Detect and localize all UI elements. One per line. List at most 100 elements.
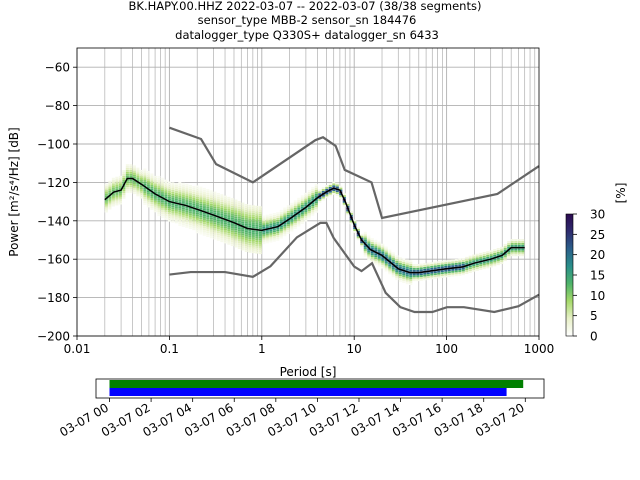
heatmap-cell bbox=[391, 275, 395, 278]
heatmap-cell bbox=[132, 169, 136, 172]
heatmap-cell bbox=[311, 188, 315, 191]
heatmap-cell bbox=[276, 219, 280, 222]
heatmap-cell bbox=[447, 269, 451, 272]
heatmap-cell bbox=[216, 204, 220, 207]
heatmap-cell bbox=[174, 204, 178, 207]
heatmap-cell bbox=[304, 208, 308, 211]
heatmap-cell bbox=[115, 178, 119, 181]
heatmap-cell bbox=[402, 267, 406, 270]
heatmap-cell bbox=[223, 230, 227, 232]
heatmap-cell bbox=[251, 245, 255, 248]
heatmap-cell bbox=[419, 278, 423, 281]
heatmap-cell bbox=[153, 195, 157, 197]
plot-frame bbox=[76, 47, 540, 337]
heatmap-cell bbox=[234, 201, 238, 204]
heatmap-cell bbox=[199, 200, 203, 202]
heatmap-cell bbox=[479, 262, 483, 265]
x-tick-label: 1 bbox=[258, 342, 266, 356]
heatmap-cell bbox=[181, 225, 185, 227]
heatmap-cell bbox=[178, 185, 182, 188]
heatmap-cell bbox=[265, 230, 269, 232]
heatmap-cell bbox=[171, 207, 175, 210]
heatmap-cell bbox=[468, 267, 472, 270]
heatmap-cell bbox=[234, 245, 238, 248]
heatmap-cell bbox=[223, 203, 227, 206]
heatmap-cell bbox=[255, 240, 259, 243]
heatmap-cell bbox=[405, 276, 409, 279]
heatmap-cell bbox=[167, 196, 171, 199]
heatmap-cell bbox=[160, 181, 164, 184]
heatmap-cell bbox=[108, 203, 112, 206]
heatmap-cell bbox=[171, 213, 175, 215]
heatmap-cell bbox=[262, 242, 266, 245]
heatmap-cell bbox=[223, 222, 227, 225]
heatmap-cell bbox=[293, 204, 297, 206]
heatmap-cell bbox=[475, 259, 479, 262]
heatmap-cell bbox=[216, 212, 220, 214]
heatmap-cell bbox=[272, 228, 276, 231]
heatmap-cell bbox=[307, 191, 311, 194]
heatmap-cell bbox=[220, 201, 224, 204]
heatmap-cell bbox=[510, 250, 514, 253]
heatmap-cell bbox=[192, 203, 196, 206]
heatmap-cell bbox=[125, 185, 129, 188]
heatmap-cell bbox=[150, 175, 154, 178]
heatmap-cell bbox=[237, 245, 241, 248]
heatmap-cell bbox=[258, 235, 262, 237]
heatmap-cell bbox=[244, 223, 248, 226]
heatmap-cell bbox=[297, 217, 301, 219]
heatmap-cell bbox=[167, 214, 171, 216]
heatmap-cell bbox=[237, 239, 241, 242]
heatmap-cell bbox=[213, 203, 217, 205]
heatmap-cell bbox=[377, 258, 381, 261]
heatmap-cell bbox=[503, 259, 507, 262]
heatmap-cell bbox=[311, 208, 315, 210]
heatmap-cell bbox=[265, 220, 269, 223]
heatmap-cell bbox=[202, 220, 206, 223]
heatmap-cell bbox=[104, 210, 108, 213]
heatmap-cell bbox=[293, 202, 297, 205]
heatmap-cell bbox=[489, 263, 493, 266]
heatmap-cell bbox=[104, 187, 108, 190]
heatmap-cell bbox=[388, 270, 392, 273]
heatmap-cell bbox=[132, 175, 136, 177]
heatmap-cell bbox=[178, 220, 182, 223]
heatmap-cell bbox=[283, 207, 287, 210]
heatmap-cell bbox=[150, 200, 154, 203]
heatmap-cell bbox=[367, 252, 371, 255]
heatmap-cell bbox=[419, 277, 423, 279]
heatmap-cell bbox=[244, 238, 248, 241]
heatmap-cell bbox=[167, 202, 171, 205]
heatmap-cell bbox=[405, 267, 409, 269]
heatmap-cell bbox=[241, 217, 245, 220]
heatmap-cell bbox=[209, 196, 213, 198]
heatmap-cell bbox=[251, 211, 255, 213]
heatmap-cell bbox=[230, 200, 234, 202]
heatmap-cell bbox=[195, 231, 199, 234]
heatmap-cell bbox=[290, 229, 294, 232]
heatmap-cell bbox=[104, 201, 108, 203]
heatmap-cell bbox=[262, 217, 266, 220]
heatmap-cell bbox=[433, 271, 437, 274]
heatmap-cell bbox=[262, 225, 266, 227]
heatmap-cell bbox=[248, 218, 252, 221]
heatmap-cell bbox=[255, 248, 259, 250]
heatmap-cell bbox=[381, 262, 385, 265]
heatmap-cell bbox=[290, 208, 294, 211]
heatmap-cell bbox=[237, 204, 241, 207]
heatmap-cell bbox=[440, 276, 444, 278]
heatmap-cell bbox=[433, 265, 437, 268]
heatmap-cell bbox=[395, 270, 399, 273]
heatmap-cell bbox=[297, 197, 301, 200]
heatmap-cell bbox=[139, 181, 143, 184]
heatmap-cell bbox=[430, 275, 434, 278]
heatmap-cell bbox=[230, 202, 234, 204]
heatmap-cell bbox=[178, 191, 182, 194]
heatmap-cell bbox=[111, 187, 115, 190]
heatmap-cell bbox=[230, 217, 234, 220]
heatmap-cell bbox=[353, 227, 357, 230]
heatmap-cell bbox=[510, 248, 514, 251]
heatmap-cell bbox=[293, 200, 297, 203]
heatmap-cell bbox=[206, 233, 210, 236]
heatmap-cell bbox=[248, 250, 252, 253]
